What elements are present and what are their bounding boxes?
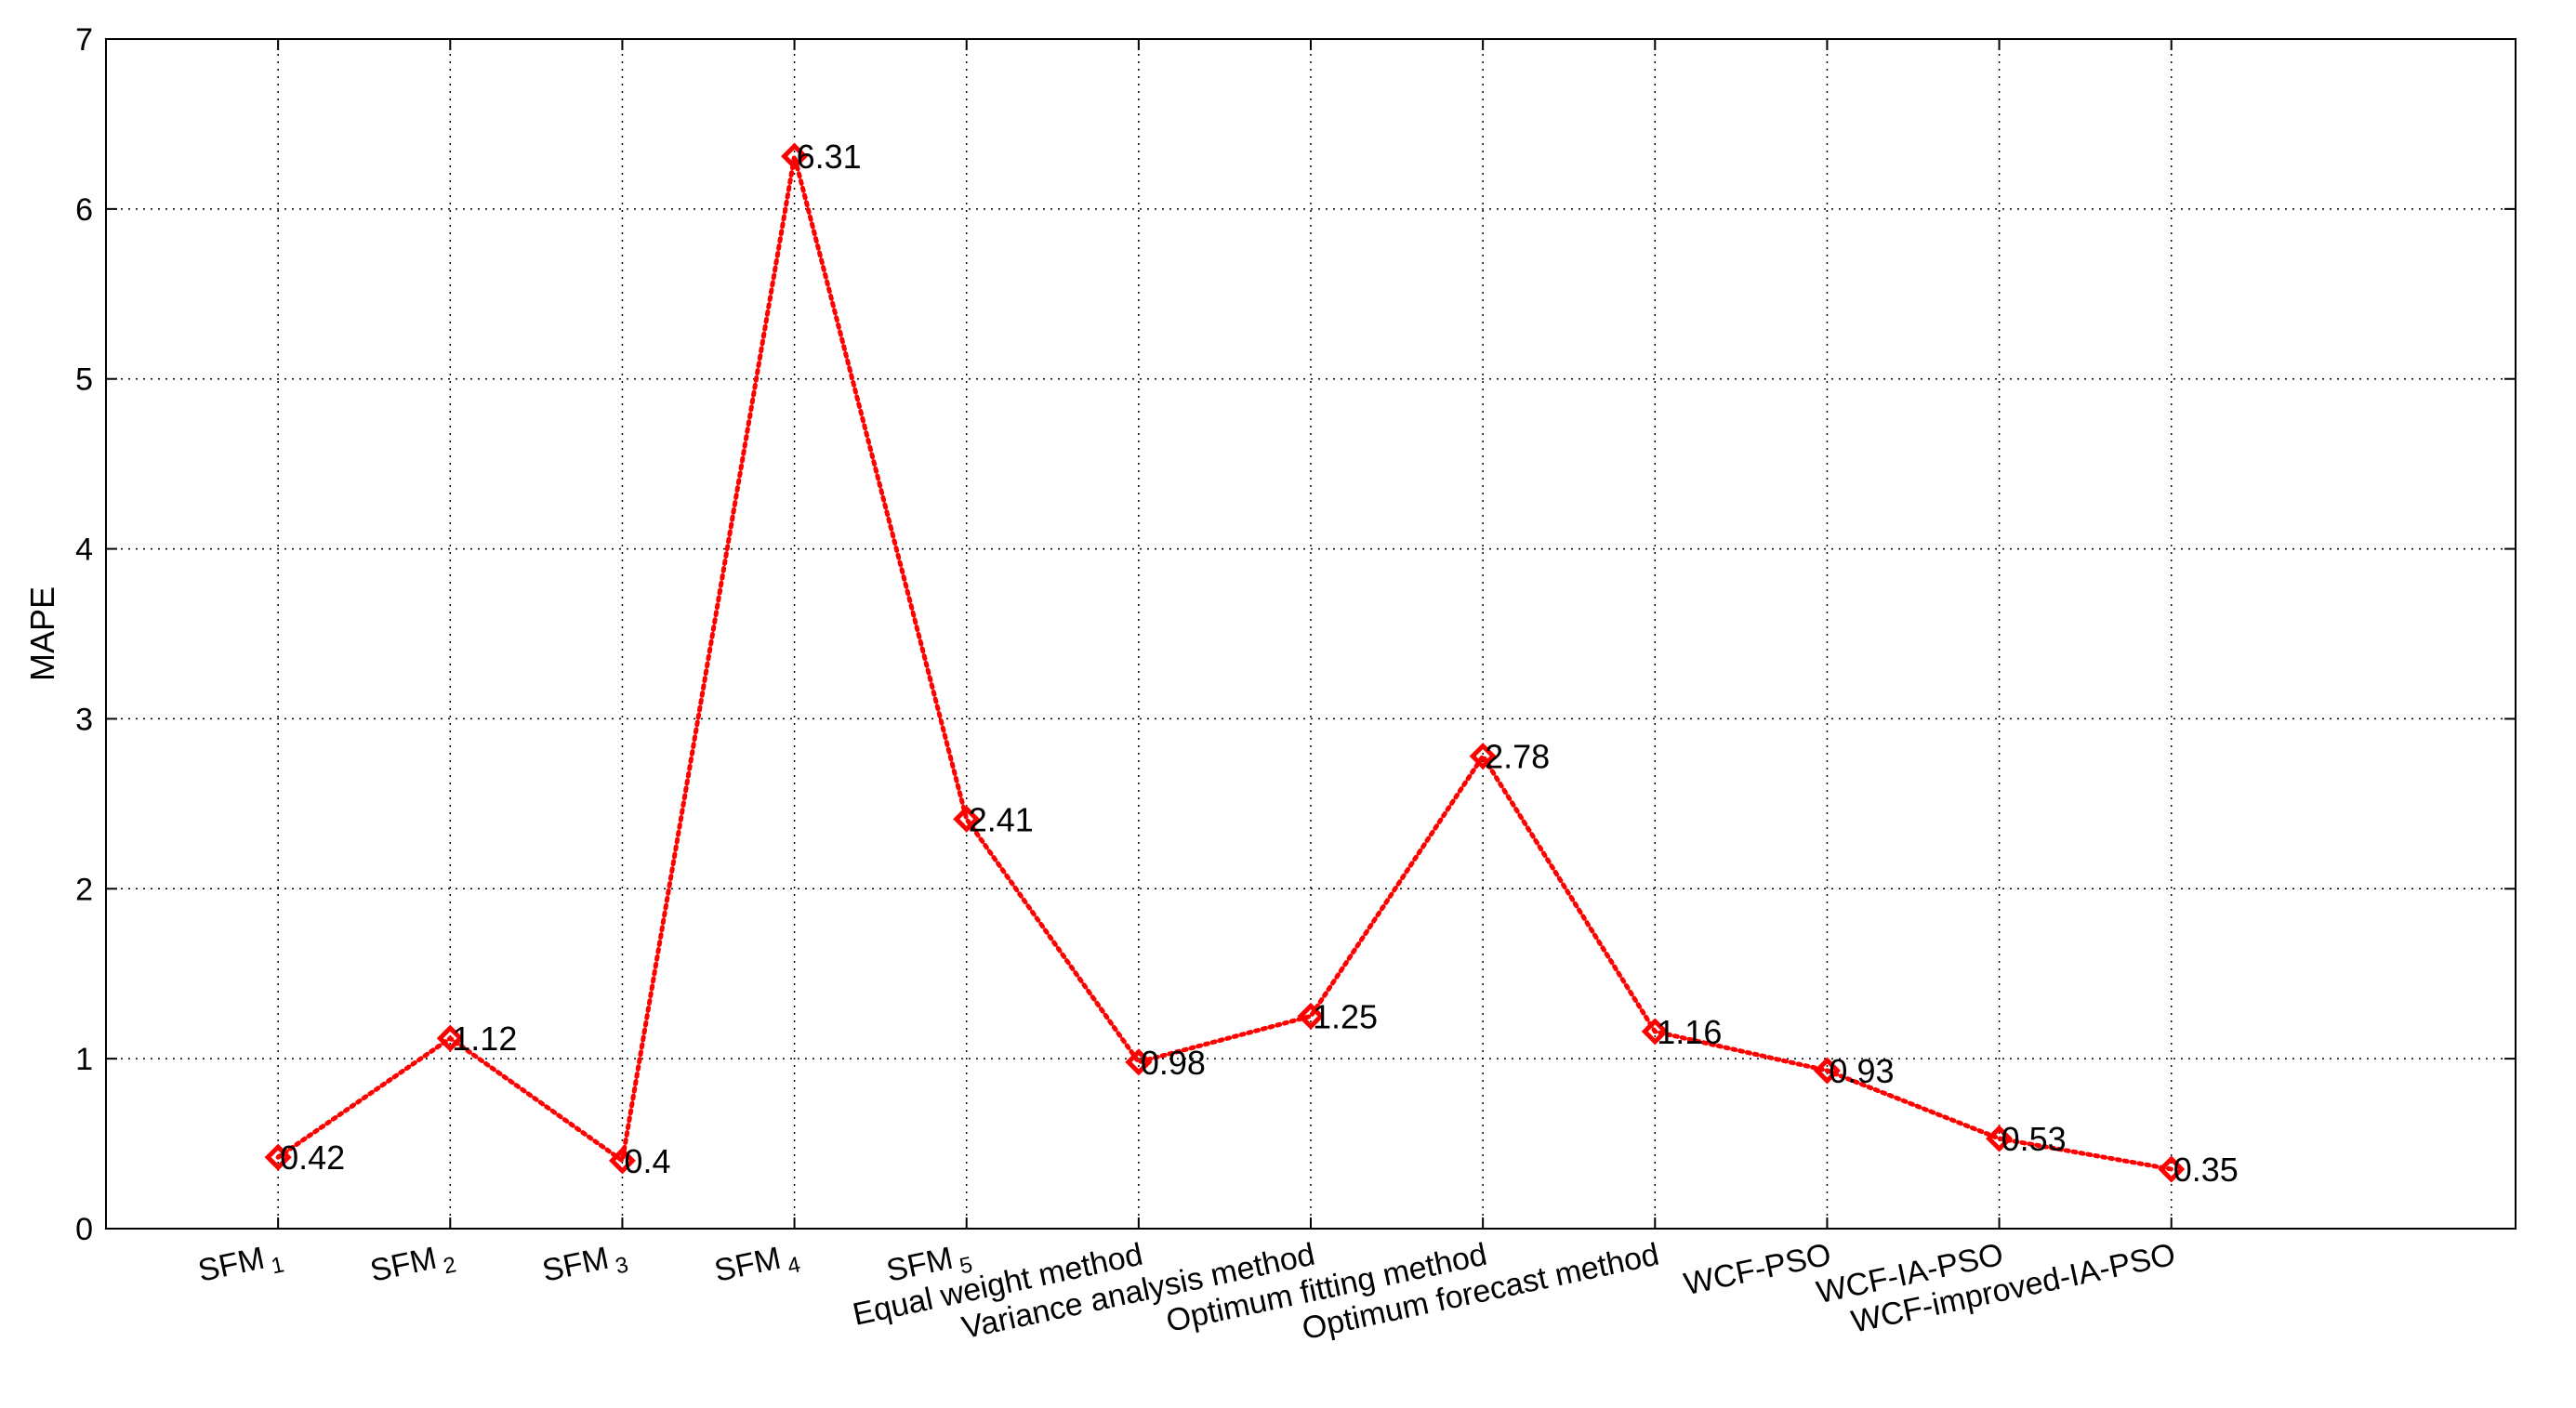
x-tick-label: WCF-PSO	[1681, 1237, 1834, 1303]
y-axis-label: MAPE	[23, 586, 61, 681]
data-label: 0.53	[2001, 1120, 2067, 1158]
data-label: 0.42	[280, 1138, 345, 1177]
data-label: 2.78	[1485, 738, 1550, 776]
data-point-marker	[1641, 1018, 1669, 1046]
data-point-marker	[1469, 743, 1497, 770]
y-tick-label: 2	[75, 872, 93, 907]
data-point-marker	[953, 805, 981, 833]
y-tick-label: 4	[75, 533, 93, 568]
data-label: 0.93	[1829, 1052, 1894, 1090]
data-point-marker	[264, 1143, 292, 1171]
data-point-marker	[436, 1024, 464, 1052]
data-label: 0.98	[1141, 1044, 1206, 1082]
data-label: 6.31	[797, 138, 862, 176]
x-tick-label: SFM4	[711, 1237, 802, 1295]
x-tick-label: SFM3	[539, 1237, 630, 1295]
y-tick-label: 3	[75, 702, 93, 737]
data-point-marker	[1986, 1125, 2014, 1152]
x-tick-label: SFM2	[367, 1237, 458, 1295]
data-point-marker	[2158, 1155, 2186, 1183]
data-label: 0.4	[624, 1142, 670, 1180]
data-label: 1.25	[1313, 997, 1378, 1035]
y-tick-label: 7	[75, 22, 93, 58]
data-point-marker	[1813, 1057, 1841, 1085]
data-point-marker	[608, 1147, 636, 1175]
data-point-marker	[781, 142, 809, 170]
data-label: 1.16	[1657, 1013, 1722, 1051]
grid-lines	[106, 39, 2516, 1229]
series-mape: 0.42 1.12 0.4 6.31 2.41 0.98 1.25 2.78 1.16 0.93 0…	[264, 138, 2239, 1189]
data-point-marker	[1125, 1048, 1153, 1076]
y-tick-label: 5	[75, 362, 93, 398]
y-tick-label: 6	[75, 192, 93, 228]
y-tick-label: 0	[75, 1212, 93, 1247]
y-axis-ticks: 0 1 2 3 4 5 6 7	[75, 22, 2516, 1247]
series-line	[275, 155, 2174, 1172]
y-tick-label: 1	[75, 1042, 93, 1077]
data-label: 0.35	[2173, 1151, 2239, 1189]
data-label: 2.41	[969, 800, 1034, 838]
data-point-marker	[1297, 1002, 1325, 1030]
data-label: 1.12	[452, 1020, 517, 1058]
x-tick-label: SFM1	[195, 1237, 286, 1295]
